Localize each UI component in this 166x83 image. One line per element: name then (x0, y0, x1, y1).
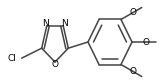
Text: Cl: Cl (8, 54, 17, 63)
Text: N: N (61, 19, 68, 28)
Text: N: N (42, 19, 49, 28)
Text: O: O (142, 38, 150, 46)
Text: O: O (130, 8, 137, 17)
Text: O: O (51, 60, 58, 69)
Text: O: O (130, 67, 137, 76)
